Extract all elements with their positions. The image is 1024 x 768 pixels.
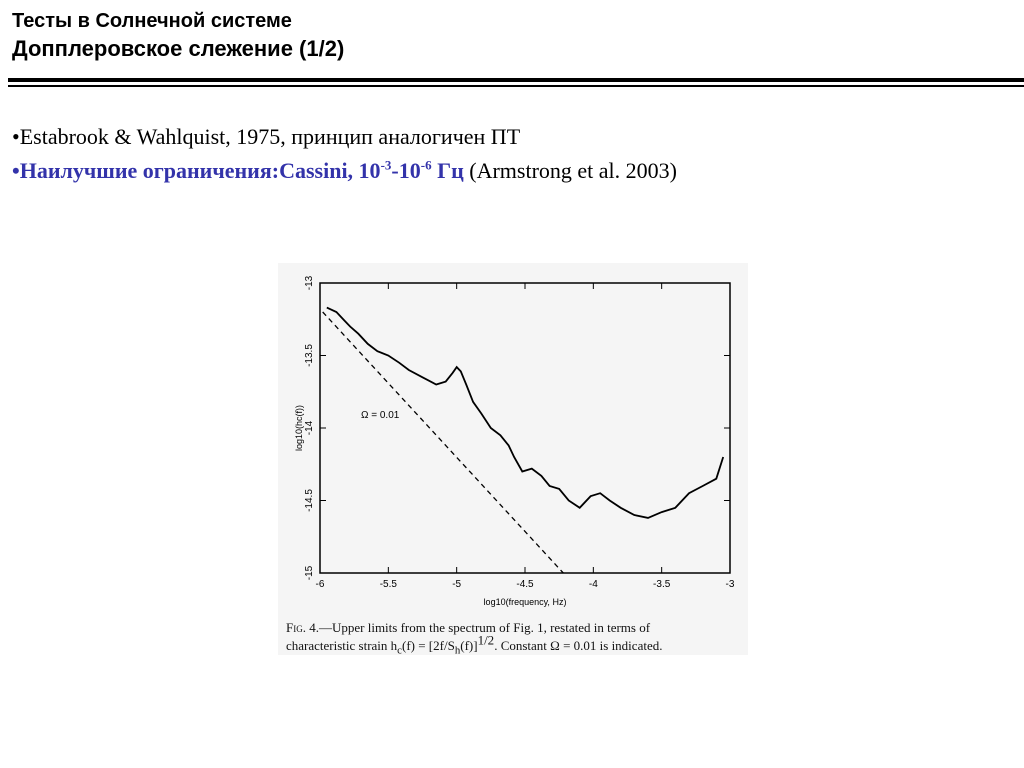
- bullet-marker: •: [12, 124, 20, 149]
- caption-subscript: c: [397, 644, 402, 657]
- x-tick-label: -5.5: [380, 579, 398, 590]
- title-divider-thick: [8, 78, 1024, 82]
- title-divider-thin: [8, 85, 1024, 87]
- caption-fig-label: Fig. 4.: [286, 620, 319, 635]
- bullet-text: Estabrook & Wahlquist, 1975, принцип ана…: [19, 124, 521, 149]
- x-axis-label: log10(frequency, Hz): [484, 597, 567, 607]
- spectrum-chart: -6 -5.5 -5 -4.5 -4 -3.5 -3 -13 -13.5 -14 -14.5 -15 l…: [294, 275, 735, 607]
- plot-frame: [319, 282, 731, 574]
- x-tick-label: -4: [589, 579, 598, 590]
- bullet-item: •Estabrook & Wahlquist, 1975, принцип ан…: [12, 120, 677, 154]
- y-tick-label: -14: [304, 420, 315, 435]
- y-tick-label: -14.5: [304, 489, 315, 512]
- slide-title: Тесты в Солнечной системе: [12, 10, 292, 32]
- figure-scan: -6 -5.5 -5 -4.5 -4 -3.5 -3 -13 -13.5 -14 -14.5 -15 l…: [278, 263, 748, 657]
- caption-text: (f)]: [460, 638, 478, 653]
- x-tick-label: -5: [452, 579, 461, 590]
- caption-text: . Constant Ω = 0.01 is indicated.: [494, 638, 663, 653]
- slide-subtitle: Допплеровское слежение (1/2): [12, 36, 345, 61]
- bullet-bold-text: Наилучшие ограничения:Cassini, 10: [19, 158, 381, 183]
- slide-title-block: Тесты в Солнечной системе Допплеровское …: [12, 8, 344, 64]
- x-tick-label: -3: [726, 579, 735, 590]
- caption-text: —Upper limits from the spectrum of Fig. …: [318, 620, 651, 635]
- caption-superscript: 1/2: [477, 632, 495, 648]
- figure-caption: Fig. 4.—Upper limits from the spectrum o…: [286, 619, 746, 660]
- caption-subscript: h: [454, 644, 461, 657]
- caption-text: (f) = [2f/S: [401, 638, 455, 653]
- bullet-citation: (Armstrong et al. 2003): [463, 158, 677, 183]
- y-tick-label: -13: [304, 275, 315, 290]
- bullet-marker: •: [12, 158, 20, 183]
- omega-annotation: Ω = 0.01: [361, 410, 400, 421]
- bullet-item: •Наилучшие ограничения:Cassini, 10-3-10-…: [12, 154, 677, 188]
- bullet-list: •Estabrook & Wahlquist, 1975, принцип ан…: [12, 120, 677, 188]
- bullet-bold-tail: Гц: [431, 158, 464, 183]
- y-tick-label: -13.5: [304, 344, 315, 367]
- caption-line: characteristic strain hc(f) = [2f/Sh(f)]…: [286, 634, 746, 660]
- exponent: -3: [380, 157, 392, 173]
- strain-spectrum-line: [326, 306, 725, 519]
- x-tick-label: -4.5: [516, 579, 534, 590]
- x-tick-label: -3.5: [653, 579, 671, 590]
- exponent: -6: [420, 157, 432, 173]
- caption-text: characteristic strain h: [286, 638, 398, 653]
- x-tick-label: -6: [316, 579, 325, 590]
- caption-line: Fig. 4.—Upper limits from the spectrum o…: [286, 619, 746, 637]
- bullet-bold-mid: -10: [391, 158, 421, 183]
- y-tick-label: -15: [304, 565, 315, 580]
- omega-reference-line: [322, 311, 564, 574]
- y-axis-label: log10(hc(f)): [294, 405, 304, 451]
